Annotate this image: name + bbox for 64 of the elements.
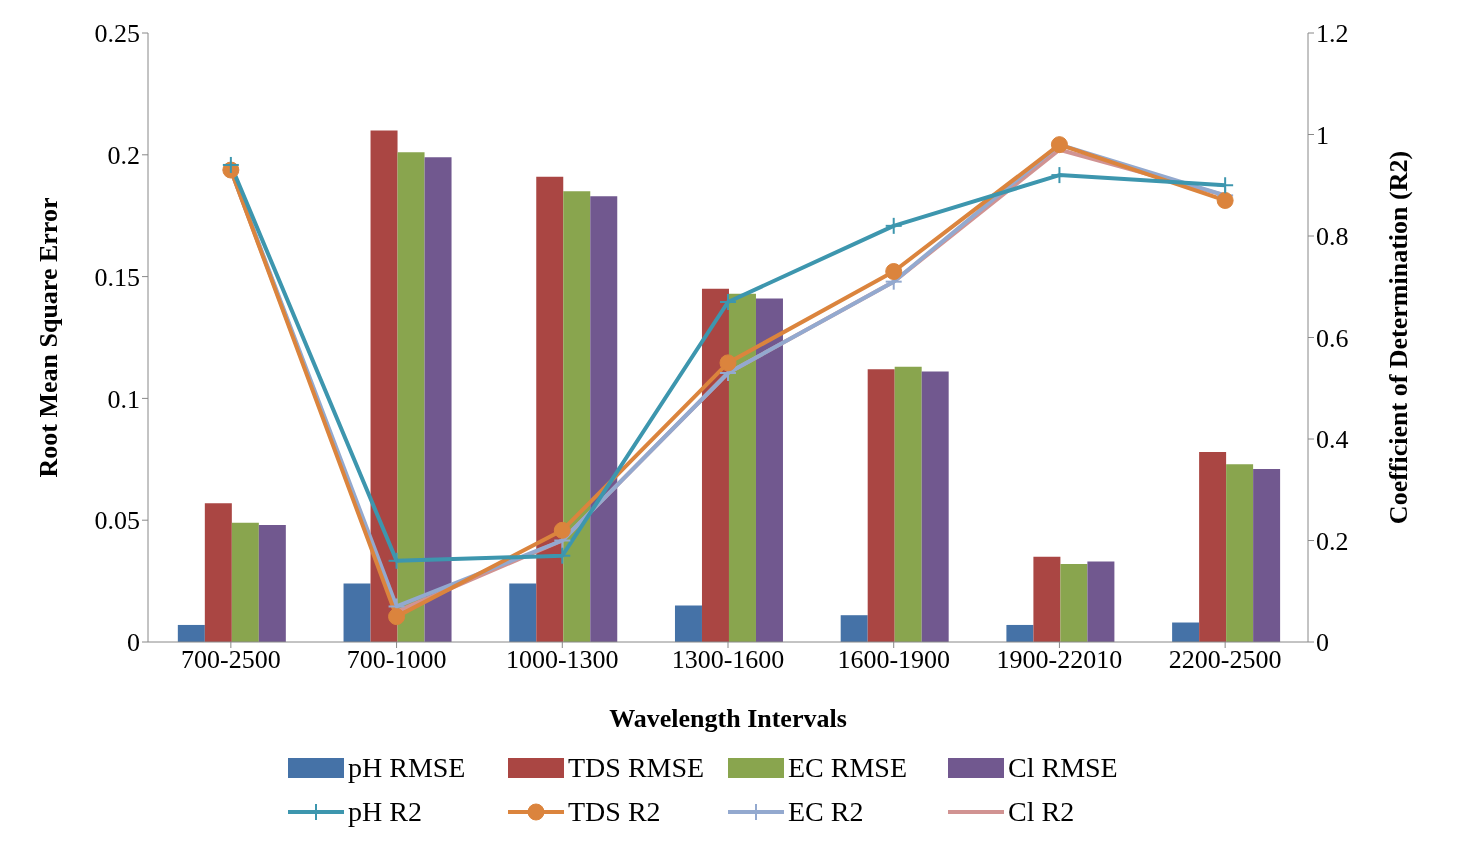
legend-label: TDS R2 xyxy=(568,796,661,828)
bar xyxy=(1199,451,1227,642)
x-tick-label: 700-2500 xyxy=(181,645,281,675)
legend-label: EC R2 xyxy=(788,796,864,828)
legend-label: EC RMSE xyxy=(788,752,908,784)
x-tick-label: 700-1000 xyxy=(346,645,447,675)
bar xyxy=(1033,556,1061,642)
y-tick-label: 0.15 xyxy=(94,262,140,292)
legend-label: Cl R2 xyxy=(1008,796,1075,828)
x-tick-label: 1900-22010 xyxy=(996,645,1123,675)
bar xyxy=(1087,561,1115,642)
bar xyxy=(894,366,922,642)
y2-tick-label: 1.2 xyxy=(1316,19,1349,49)
point xyxy=(719,354,737,372)
bar xyxy=(867,369,895,642)
y-tick-label: 0.25 xyxy=(94,19,140,49)
bar xyxy=(728,293,756,642)
legend-label: pH RMSE xyxy=(348,752,466,784)
y2-tick-label: 1 xyxy=(1316,120,1329,150)
y2-tick-label: 0.6 xyxy=(1316,323,1349,353)
y2-tick-label: 0.2 xyxy=(1316,526,1349,556)
x-tick-label: 1000-1300 xyxy=(505,645,619,675)
bar xyxy=(755,298,783,642)
y2-tick-label: 0 xyxy=(1316,628,1329,658)
bar xyxy=(563,191,591,642)
x-tick-label: 1600-1900 xyxy=(837,645,951,675)
bar xyxy=(231,522,259,642)
bar xyxy=(1226,464,1254,642)
y-tick-label: 0 xyxy=(127,628,140,658)
x-axis-title: Wavelength Intervals xyxy=(609,704,847,733)
bar xyxy=(590,196,618,642)
bar xyxy=(1060,564,1088,642)
bar xyxy=(370,130,398,642)
point xyxy=(388,608,406,626)
bar xyxy=(397,152,425,642)
x-tick-label: 1300-1600 xyxy=(671,645,785,675)
legend-label: TDS RMSE xyxy=(568,752,705,784)
y-tick-label: 0.1 xyxy=(107,384,140,414)
bar xyxy=(258,525,286,642)
bar xyxy=(1253,469,1281,642)
x-tick-label: 2200-2500 xyxy=(1168,645,1282,675)
y2-axis-title: Coefficient of Determination (R2) xyxy=(1384,150,1414,525)
bar xyxy=(1006,624,1034,642)
y2-tick-label: 0.4 xyxy=(1316,425,1349,455)
bar xyxy=(674,605,702,642)
y-tick-label: 0.05 xyxy=(94,506,140,536)
bar xyxy=(1172,622,1200,642)
bar xyxy=(536,176,564,642)
y-axis-title: Root Mean Square Error xyxy=(34,197,64,478)
point xyxy=(885,263,903,281)
bar xyxy=(921,371,949,642)
legend-label: pH R2 xyxy=(348,796,422,828)
bar xyxy=(204,503,232,642)
legend-label: Cl RMSE xyxy=(1008,752,1118,784)
bar xyxy=(840,615,868,642)
bar xyxy=(424,157,452,642)
y-tick-label: 0.2 xyxy=(107,141,140,171)
point xyxy=(553,521,571,539)
bar xyxy=(701,288,729,642)
bar xyxy=(509,583,537,642)
bar xyxy=(177,624,205,642)
point xyxy=(1216,191,1234,209)
bar xyxy=(343,583,371,642)
y2-tick-label: 0.8 xyxy=(1316,222,1349,252)
